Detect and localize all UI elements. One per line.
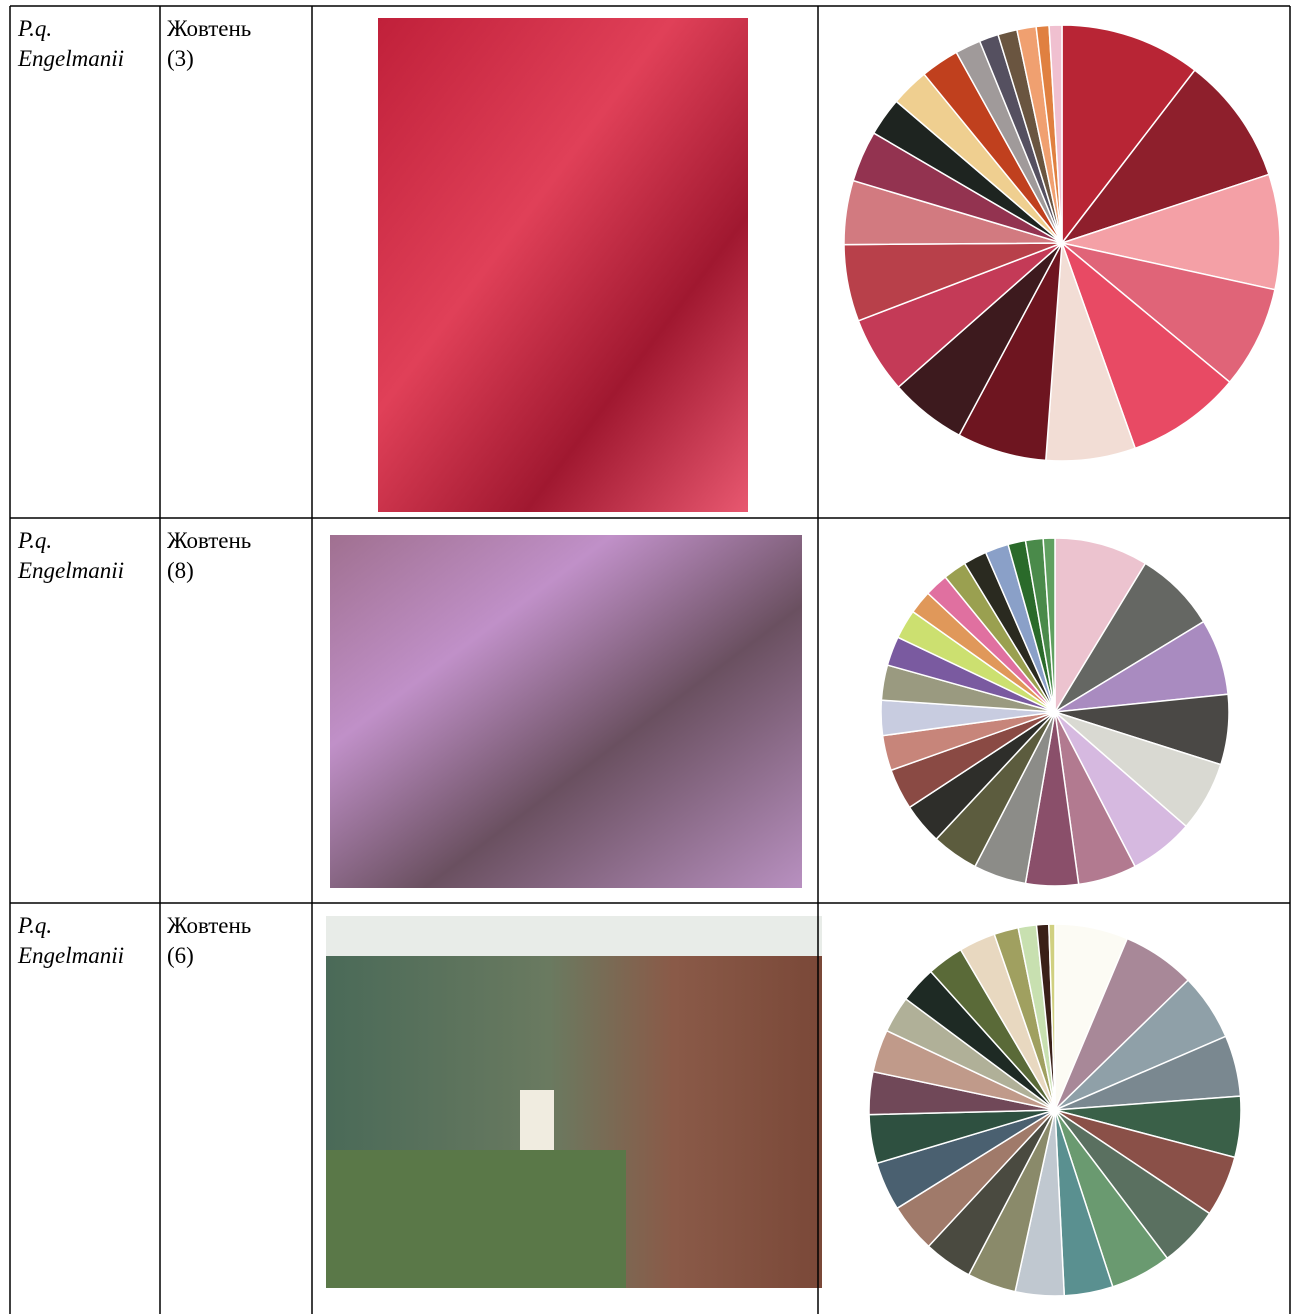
- photos: [326, 18, 822, 1288]
- species-name: P.q.: [17, 913, 52, 938]
- pie-slice: [1061, 24, 1196, 246]
- month: Жовтень: [167, 528, 251, 553]
- month: Жовтень: [167, 16, 251, 41]
- photo: [378, 18, 748, 512]
- month: (3): [167, 46, 194, 71]
- month: (6): [167, 943, 194, 968]
- month: Жовтень: [167, 913, 251, 938]
- species-name: Engelmanii: [17, 46, 124, 71]
- photo-window: [520, 1090, 554, 1150]
- pie-slice: [1059, 173, 1281, 291]
- pie-chart: [868, 923, 1242, 1297]
- species-name: P.q.: [17, 16, 52, 41]
- month: (8): [167, 558, 194, 583]
- pie-chart: [880, 537, 1230, 887]
- pie-slice: [1048, 923, 1056, 1111]
- grid: [9, 5, 1291, 1314]
- photo-sky: [326, 916, 822, 956]
- pie-slice: [1061, 242, 1276, 384]
- pie-slice: [1042, 537, 1056, 713]
- species-name: Engelmanii: [17, 943, 124, 968]
- photo-bush: [326, 1150, 626, 1288]
- pie-slice: [1059, 69, 1270, 245]
- pie-slice: [1060, 240, 1231, 450]
- species-name: P.q.: [17, 528, 52, 553]
- photo: [330, 535, 802, 888]
- pie-chart: [843, 24, 1281, 462]
- species-name: Engelmanii: [17, 558, 124, 583]
- pie-slice: [1054, 537, 1147, 715]
- pie-slice: [1048, 24, 1063, 244]
